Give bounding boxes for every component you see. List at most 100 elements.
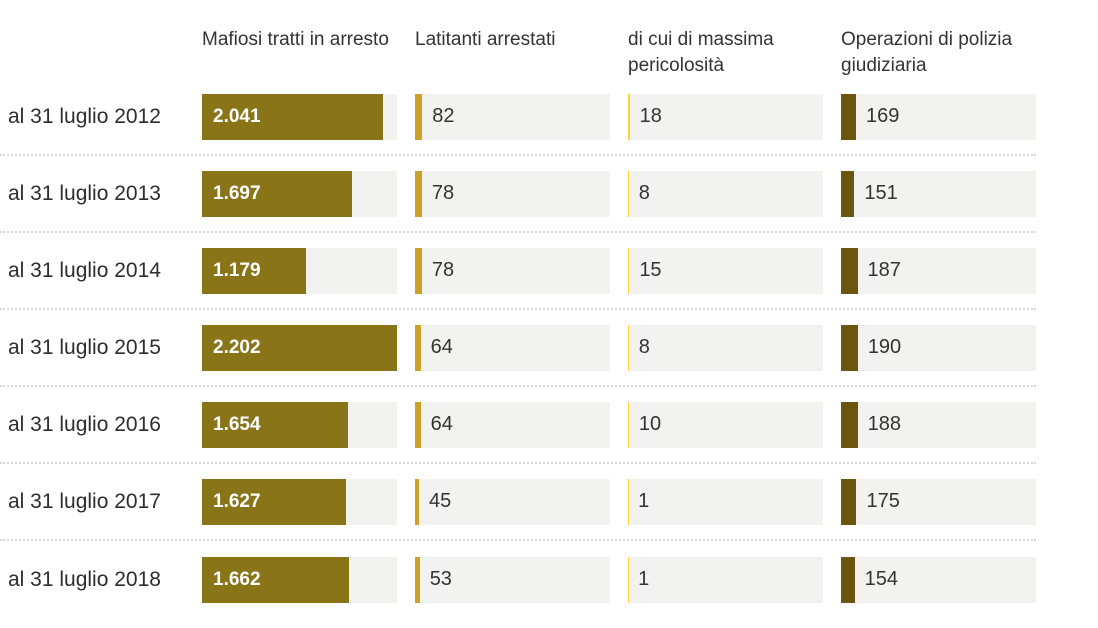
table-row: al 31 luglio 2016 1.654 64 10 188 xyxy=(0,387,1036,464)
value-bar xyxy=(841,478,857,525)
value-bar xyxy=(415,247,422,294)
value-bar xyxy=(415,93,423,140)
bar-value-label: 1.627 xyxy=(213,490,261,512)
bar-value-label: 151 xyxy=(864,182,898,204)
bar-value-label: 187 xyxy=(867,259,901,281)
bar-value-label: 188 xyxy=(867,413,902,435)
bar-track: 188 xyxy=(841,401,1036,448)
value-bar xyxy=(628,324,629,371)
value-bar xyxy=(628,93,630,140)
bar-track: 1.697 xyxy=(202,170,397,217)
bar-track: 2.041 xyxy=(202,93,397,140)
table-row: al 31 luglio 2015 2.202 64 8 190 xyxy=(0,310,1036,387)
value-bar xyxy=(841,556,855,603)
bar-track: 10 xyxy=(628,401,823,448)
bar-track: 2.202 xyxy=(202,324,397,371)
column-header-mafiosi: Mafiosi tratti in arresto xyxy=(202,29,389,50)
bar-track: 15 xyxy=(628,247,823,294)
table-row: al 31 luglio 2017 1.627 45 1 175 xyxy=(0,464,1036,541)
row-label: al 31 luglio 2015 xyxy=(8,335,161,359)
value-bar xyxy=(415,478,419,525)
bar-value-label: 1 xyxy=(638,490,650,512)
bar-value-label: 1.662 xyxy=(213,568,261,590)
column-header-latitanti: Latitanti arrestati xyxy=(415,29,556,50)
value-bar xyxy=(415,170,422,217)
bar-track: 175 xyxy=(841,478,1036,525)
value-bar: 1.627 xyxy=(202,478,347,525)
bar-track: 1.654 xyxy=(202,401,397,448)
bar-value-label: 2.041 xyxy=(213,105,261,127)
value-bar: 2.202 xyxy=(202,324,397,371)
table-row: al 31 luglio 2013 1.697 78 8 151 xyxy=(0,156,1036,233)
value-bar xyxy=(415,401,421,448)
table-row: al 31 luglio 2012 2.041 82 18 169 xyxy=(0,79,1036,156)
value-bar xyxy=(841,170,855,217)
column-header-pericolosita: di cui di massima pericolosità xyxy=(628,29,774,76)
table-row: al 31 luglio 2018 1.662 53 1 154 xyxy=(0,541,1036,618)
bar-value-label: 64 xyxy=(430,336,453,358)
row-label: al 31 luglio 2014 xyxy=(8,258,161,282)
value-bar: 2.041 xyxy=(202,93,383,140)
bar-track: 187 xyxy=(841,247,1036,294)
mafia-arrests-bar-chart: Mafiosi tratti in arresto Latitanti arre… xyxy=(0,0,1036,618)
bar-track: 64 xyxy=(415,324,610,371)
value-bar xyxy=(628,401,629,448)
bar-value-label: 1.697 xyxy=(213,182,261,204)
bar-value-label: 8 xyxy=(638,336,650,358)
bar-track: 1 xyxy=(628,556,823,603)
bar-track: 1.627 xyxy=(202,478,397,525)
bar-value-label: 18 xyxy=(639,105,662,127)
bar-track: 18 xyxy=(628,93,823,140)
value-bar xyxy=(841,401,858,448)
row-label: al 31 luglio 2013 xyxy=(8,181,161,205)
bar-value-label: 45 xyxy=(428,490,452,512)
value-bar: 1.697 xyxy=(202,170,353,217)
value-bar xyxy=(841,324,858,371)
bar-track: 82 xyxy=(415,93,610,140)
bar-track: 1.662 xyxy=(202,556,397,603)
bar-track: 1.179 xyxy=(202,247,397,294)
bar-value-label: 78 xyxy=(431,182,455,204)
bar-track: 78 xyxy=(415,247,610,294)
value-bar: 1.662 xyxy=(202,556,350,603)
column-header-operazioni: Operazioni di polizia giudiziaria xyxy=(841,29,1013,76)
bar-value-label: 64 xyxy=(430,413,453,435)
bar-value-label: 1.179 xyxy=(213,259,261,281)
bar-track: 53 xyxy=(415,556,610,603)
bar-value-label: 15 xyxy=(639,259,662,281)
bar-track: 8 xyxy=(628,324,823,371)
bar-value-label: 53 xyxy=(429,568,452,590)
bar-value-label: 1.654 xyxy=(213,413,261,435)
value-bar xyxy=(415,556,420,603)
value-bar xyxy=(415,324,421,371)
value-bar xyxy=(841,247,858,294)
row-label: al 31 luglio 2018 xyxy=(8,567,161,591)
bar-track: 151 xyxy=(841,170,1036,217)
bar-value-label: 190 xyxy=(867,336,902,358)
row-label: al 31 luglio 2012 xyxy=(8,104,161,128)
bar-value-label: 154 xyxy=(864,568,898,590)
bar-track: 64 xyxy=(415,401,610,448)
bar-value-label: 10 xyxy=(638,413,662,435)
value-bar: 1.179 xyxy=(202,247,307,294)
bar-track: 8 xyxy=(628,170,823,217)
bar-track: 154 xyxy=(841,556,1036,603)
bar-value-label: 78 xyxy=(431,259,455,281)
value-bar xyxy=(628,170,629,217)
table-row: al 31 luglio 2014 1.179 78 15 187 xyxy=(0,233,1036,310)
bar-value-label: 169 xyxy=(865,105,900,127)
bar-track: 78 xyxy=(415,170,610,217)
bar-value-label: 82 xyxy=(432,105,455,127)
bar-value-label: 1 xyxy=(638,568,650,590)
bar-track: 190 xyxy=(841,324,1036,371)
bar-value-label: 8 xyxy=(638,182,650,204)
bar-track: 169 xyxy=(841,93,1036,140)
value-bar xyxy=(841,93,856,140)
bar-value-label: 2.202 xyxy=(213,336,261,358)
value-bar xyxy=(628,247,630,294)
column-headers: Mafiosi tratti in arresto Latitanti arre… xyxy=(0,0,1036,79)
bar-track: 45 xyxy=(415,478,610,525)
bar-track: 1 xyxy=(628,478,823,525)
value-bar: 1.654 xyxy=(202,401,349,448)
bar-value-label: 175 xyxy=(866,490,900,512)
